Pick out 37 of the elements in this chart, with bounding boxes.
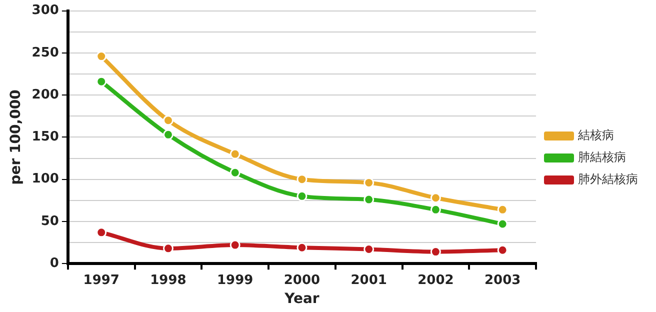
point xyxy=(430,204,441,215)
point xyxy=(296,242,308,253)
point xyxy=(296,190,308,202)
x-tick-label: 2002 xyxy=(418,272,454,288)
point xyxy=(497,204,508,215)
y-tick-label: 50 xyxy=(40,214,59,229)
point xyxy=(162,243,174,254)
point xyxy=(364,194,374,205)
point xyxy=(230,240,240,250)
y-tick-label: 300 xyxy=(32,3,59,18)
legend-label: 肺外結核病 xyxy=(578,172,638,186)
y-tick-label: 200 xyxy=(32,87,59,102)
point xyxy=(96,76,107,87)
x-tick-label: 1999 xyxy=(217,272,254,288)
point xyxy=(497,218,508,230)
x-tick-label: 1997 xyxy=(83,272,120,288)
point xyxy=(497,244,508,256)
point xyxy=(162,129,174,140)
y-tick-label: 250 xyxy=(32,45,59,60)
x-tick-label: 2003 xyxy=(484,272,521,288)
y-tick-label: 150 xyxy=(32,130,59,145)
legend-label: 肺結核病 xyxy=(578,150,626,164)
point xyxy=(230,148,240,160)
y-axis-title: per 100,000 xyxy=(8,89,24,185)
x-axis-title: Year xyxy=(284,291,320,308)
x-tick-label: 2000 xyxy=(284,272,320,288)
x-tick-label: 2001 xyxy=(350,272,387,288)
point xyxy=(230,167,240,178)
point xyxy=(96,51,107,62)
legend-label: 結核病 xyxy=(577,128,614,142)
point xyxy=(430,192,441,204)
point xyxy=(296,174,308,185)
x-tick-label: 1998 xyxy=(150,272,186,288)
y-tick-label: 0 xyxy=(50,256,59,271)
y-tick-label: 100 xyxy=(32,172,59,187)
point xyxy=(162,115,174,126)
point xyxy=(96,227,107,238)
